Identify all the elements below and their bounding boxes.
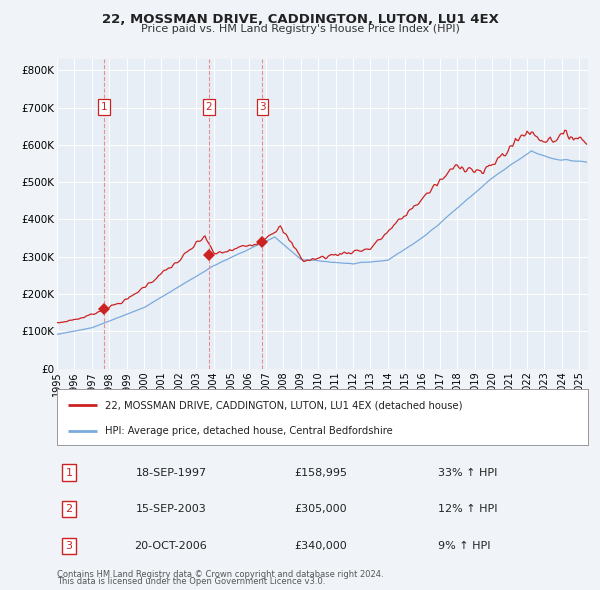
Text: 3: 3 <box>259 102 266 112</box>
Text: Contains HM Land Registry data © Crown copyright and database right 2024.: Contains HM Land Registry data © Crown c… <box>57 571 383 579</box>
Text: 22, MOSSMAN DRIVE, CADDINGTON, LUTON, LU1 4EX: 22, MOSSMAN DRIVE, CADDINGTON, LUTON, LU… <box>101 13 499 26</box>
Text: 12% ↑ HPI: 12% ↑ HPI <box>438 504 497 514</box>
Text: Price paid vs. HM Land Registry's House Price Index (HPI): Price paid vs. HM Land Registry's House … <box>140 24 460 34</box>
Text: 1: 1 <box>101 102 107 112</box>
Text: 2: 2 <box>205 102 212 112</box>
Text: 2: 2 <box>65 504 73 514</box>
Text: £305,000: £305,000 <box>295 504 347 514</box>
Text: 3: 3 <box>65 541 73 550</box>
Text: This data is licensed under the Open Government Licence v3.0.: This data is licensed under the Open Gov… <box>57 578 325 586</box>
Text: 15-SEP-2003: 15-SEP-2003 <box>136 504 206 514</box>
Text: 33% ↑ HPI: 33% ↑ HPI <box>438 468 497 477</box>
Text: HPI: Average price, detached house, Central Bedfordshire: HPI: Average price, detached house, Cent… <box>105 426 392 436</box>
Text: 20-OCT-2006: 20-OCT-2006 <box>134 541 208 550</box>
Text: 9% ↑ HPI: 9% ↑ HPI <box>438 541 491 550</box>
Text: £340,000: £340,000 <box>295 541 347 550</box>
Text: £158,995: £158,995 <box>295 468 347 477</box>
Text: 1: 1 <box>65 468 73 477</box>
Text: 22, MOSSMAN DRIVE, CADDINGTON, LUTON, LU1 4EX (detached house): 22, MOSSMAN DRIVE, CADDINGTON, LUTON, LU… <box>105 400 462 410</box>
Text: 18-SEP-1997: 18-SEP-1997 <box>136 468 206 477</box>
